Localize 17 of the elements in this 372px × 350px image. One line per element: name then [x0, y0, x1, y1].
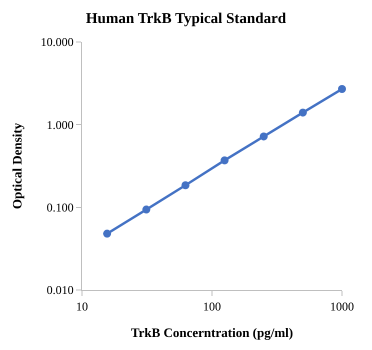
y-tick-label: 1.000 [46, 118, 74, 132]
x-axis-title: TrkB Concerntration (pg/ml) [130, 325, 294, 340]
point [103, 230, 112, 238]
point [220, 156, 229, 164]
y-axis-title: Optical Density [10, 122, 25, 210]
point [298, 108, 307, 117]
chart-title: Human TrkB Typical Standard [86, 10, 287, 27]
point [338, 85, 346, 94]
x-tick-label: 1000 [330, 299, 354, 314]
x-tick-label: 10 [76, 299, 88, 314]
x-tick-label: 100 [203, 299, 221, 314]
point [260, 132, 268, 140]
y-tick-label: 0.010 [46, 283, 74, 298]
y-tick-label: 10.000 [40, 35, 74, 50]
point [181, 181, 190, 190]
point [142, 206, 150, 214]
y-tick-label: 0.100 [46, 200, 74, 215]
